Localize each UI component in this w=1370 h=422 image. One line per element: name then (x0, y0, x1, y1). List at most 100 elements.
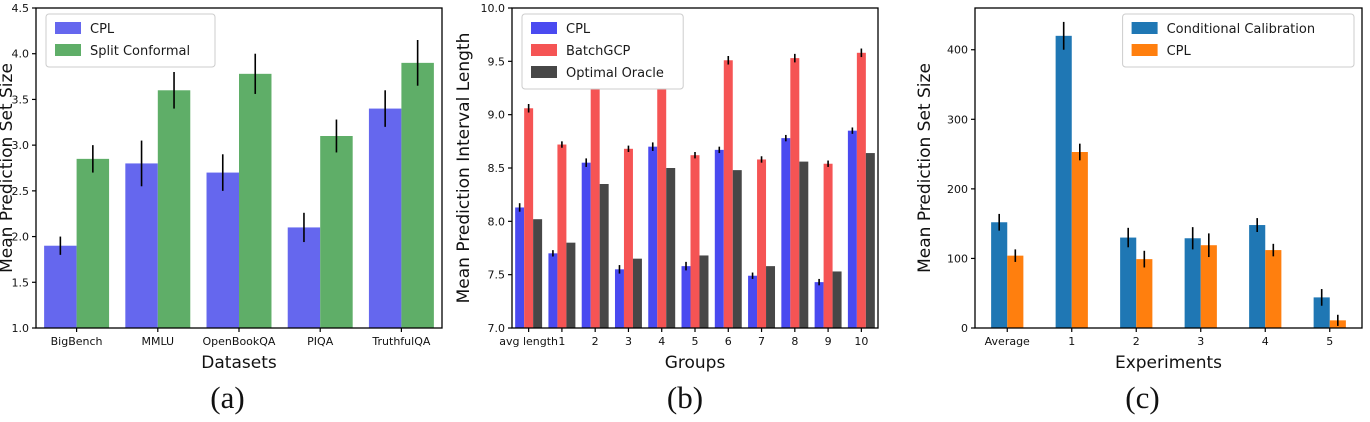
bar-cpl-mmlu (125, 163, 158, 328)
bar-cpl-2 (1136, 259, 1153, 328)
legend-swatch-split-conformal (55, 44, 81, 56)
plot-frame (35, 7, 443, 329)
bar-optimal-oracle-6 (732, 170, 742, 328)
legend-swatch-cpl (1131, 44, 1158, 56)
bar-cpl-2 (581, 162, 591, 328)
bar-batchgcp-8 (790, 58, 800, 329)
bar-batchgcp-9 (823, 163, 833, 328)
y-tick-label: 3.5 (12, 93, 30, 106)
bar-split-conformal-truthfulqa (401, 62, 434, 328)
x-axis-label: Groups (665, 353, 726, 373)
y-tick-label: 3.0 (12, 139, 30, 152)
legend-box (521, 13, 684, 90)
y-tick-label: 2.5 (12, 185, 30, 198)
x-tick-label: 10 (854, 335, 868, 348)
bar-chart-a: 1.0 1.5 2.0 2.5 3.0 3.5 4.0 4.5 BigBench MMLU Open… (0, 2, 443, 373)
x-tick-label: 5 (692, 335, 699, 348)
bar-cpl-6 (714, 149, 724, 328)
bar-optimal-oracle-2 (599, 184, 609, 328)
bar-cpl-truthfulqa (368, 108, 402, 328)
x-tick-label: 2 (592, 335, 599, 348)
bar-cpl-1 (1071, 152, 1088, 328)
bar-cpl-7 (748, 275, 758, 328)
bar-split-conformal-mmlu (157, 90, 191, 329)
bar-chart-b: 7.0 7.5 8.0 8.5 9.0 9.5 10.0 avg length 1 2 3 4 5 6 7 8… (454, 2, 879, 373)
caption-a: (a) (210, 380, 245, 415)
y-tick-label: 1.5 (12, 276, 30, 289)
bar-batchgcp-7 (757, 159, 767, 328)
bar-chart-c: 0 100 200 300 400 Average 1 2 3 4 5 Mean Prediction… (915, 7, 1363, 373)
x-tick-label: 1 (558, 335, 565, 348)
plot-frame (511, 7, 879, 329)
bar-cpl-9 (814, 282, 824, 328)
bar-conditional-calibration-4 (1249, 225, 1266, 328)
bar-optimal-oracle-8 (799, 161, 809, 328)
y-tick-label: 7.5 (488, 269, 506, 282)
bar-split-conformal-openbookqa (239, 73, 272, 328)
y-tick-label: 9.0 (488, 109, 506, 122)
y-tick-label: 300 (947, 113, 968, 126)
y-tick-label: 9.5 (488, 55, 506, 68)
bar-cpl-4 (648, 146, 658, 328)
x-tick-label: 4 (658, 335, 665, 348)
bar-batchgcp-avg-length (524, 108, 534, 329)
y-tick-label: 100 (947, 252, 968, 265)
legend-label-cpl: CPL (566, 22, 591, 37)
subplot-c: 0 100 200 300 400 Average 1 2 3 4 5 Mean Prediction… (915, 0, 1370, 378)
bar-conditional-calibration-average (991, 222, 1008, 328)
y-tick-label: 1.0 (12, 322, 30, 335)
x-tick-label: 4 (1262, 335, 1269, 348)
y-tick-label: 4.5 (12, 2, 30, 15)
bar-batchgcp-5 (690, 155, 700, 328)
y-tick-label: 10.0 (481, 2, 506, 15)
bar-optimal-oracle-9 (832, 271, 842, 328)
legend-label-cpl: CPL (90, 22, 115, 37)
legend-swatch-cpl (55, 22, 81, 34)
bar-cpl-8 (781, 138, 791, 328)
x-tick-label: 2 (1133, 335, 1140, 348)
legend-label-batchgcp: BatchGCP (566, 44, 631, 59)
x-axis-label: Experiments (1115, 353, 1222, 373)
y-axis-label: Mean Prediction Interval Length (455, 33, 474, 304)
x-tick-label: BigBench (51, 335, 103, 348)
legend-label-optimal-oracle: Optimal Oracle (566, 66, 664, 81)
y-axis-label: Mean Prediction Set Size (915, 63, 935, 273)
caption-c: (c) (1125, 380, 1160, 415)
bar-split-conformal-bigbench (76, 158, 110, 328)
y-tick-label: 400 (947, 44, 968, 57)
bar-batchgcp-1 (557, 144, 567, 328)
bar-conditional-calibration-2 (1120, 237, 1137, 328)
bar-batchgcp-6 (723, 60, 733, 329)
y-tick-label: 8.5 (488, 162, 506, 175)
bar-optimal-oracle-3 (632, 258, 642, 328)
x-tick-label: 9 (825, 335, 832, 348)
bar-cpl-average (1007, 255, 1024, 328)
bar-cpl-4 (1265, 250, 1282, 328)
bar-batchgcp-10 (856, 52, 866, 329)
subplot-a: 1.0 1.5 2.0 2.5 3.0 3.5 4.0 4.5 BigBench MMLU Open… (0, 0, 455, 378)
x-tick-label: MMLU (141, 335, 174, 348)
y-tick-label: 0 (961, 322, 968, 335)
y-tick-label: 8.0 (488, 215, 506, 228)
bar-cpl-avg-length (515, 207, 525, 328)
bar-cpl-3 (614, 269, 624, 328)
x-tick-label: 1 (1068, 335, 1075, 348)
y-tick-label: 4.0 (12, 48, 30, 61)
legend-swatch-cpl (531, 22, 557, 34)
x-tick-label: avg length (499, 335, 558, 348)
bar-optimal-oracle-1 (566, 242, 576, 328)
y-tick-label: 2.0 (12, 231, 30, 244)
y-tick-label: 200 (947, 183, 968, 196)
x-tick-label: PIQA (307, 335, 334, 348)
plot-frame (974, 7, 1363, 329)
bar-conditional-calibration-1 (1055, 35, 1072, 329)
legend-label-cpl: CPL (1167, 44, 1192, 59)
x-tick-label: 3 (625, 335, 632, 348)
bar-cpl-10 (847, 130, 857, 328)
x-tick-label: OpenBookQA (203, 335, 276, 348)
caption-b: (b) (666, 380, 704, 415)
legend-box (1122, 13, 1355, 68)
x-tick-label: TruthfulQA (371, 335, 430, 348)
bar-split-conformal-piqa (320, 136, 353, 328)
